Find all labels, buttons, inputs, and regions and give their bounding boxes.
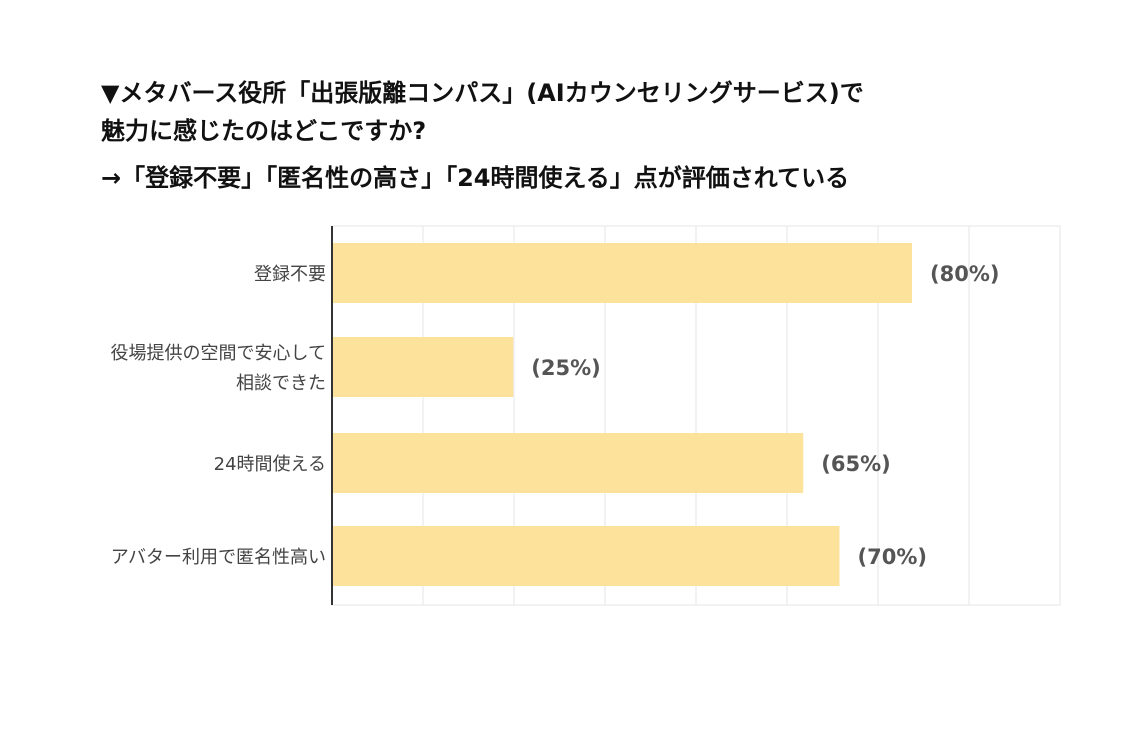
chart-subtitle: →「登録不要」「匿名性の高さ」「24時間使える」点が評価されている (101, 164, 850, 192)
category-label-4: アバター利用で匿名性高い (111, 547, 326, 568)
bar-2 (332, 337, 514, 397)
data-label-4: (70%) (858, 545, 927, 569)
category-label-1: 登録不要 (254, 264, 326, 285)
category-label-2-line-1: 役場提供の空間で安心して (111, 343, 326, 364)
bar-4 (332, 526, 840, 586)
chart-title-line-1: ▼メタバース役所「出張版離コンパス」(AIカウンセリングサービス)で (101, 79, 864, 107)
bar-3 (332, 433, 804, 493)
data-label-1: (80%) (930, 262, 999, 286)
data-label-3: (65%) (821, 452, 890, 476)
chart-title-line-2: 魅力に感じたのはどこですか? (101, 117, 427, 145)
bar-1 (332, 243, 912, 303)
category-label-3: 24時間使える (214, 454, 326, 475)
data-label-2: (25%) (531, 356, 600, 380)
category-label-2-line-2: 相談できた (236, 373, 326, 394)
chart-header: ▼メタバース役所「出張版離コンパス」(AIカウンセリングサービス)で 魅力に感じ… (101, 74, 1101, 196)
